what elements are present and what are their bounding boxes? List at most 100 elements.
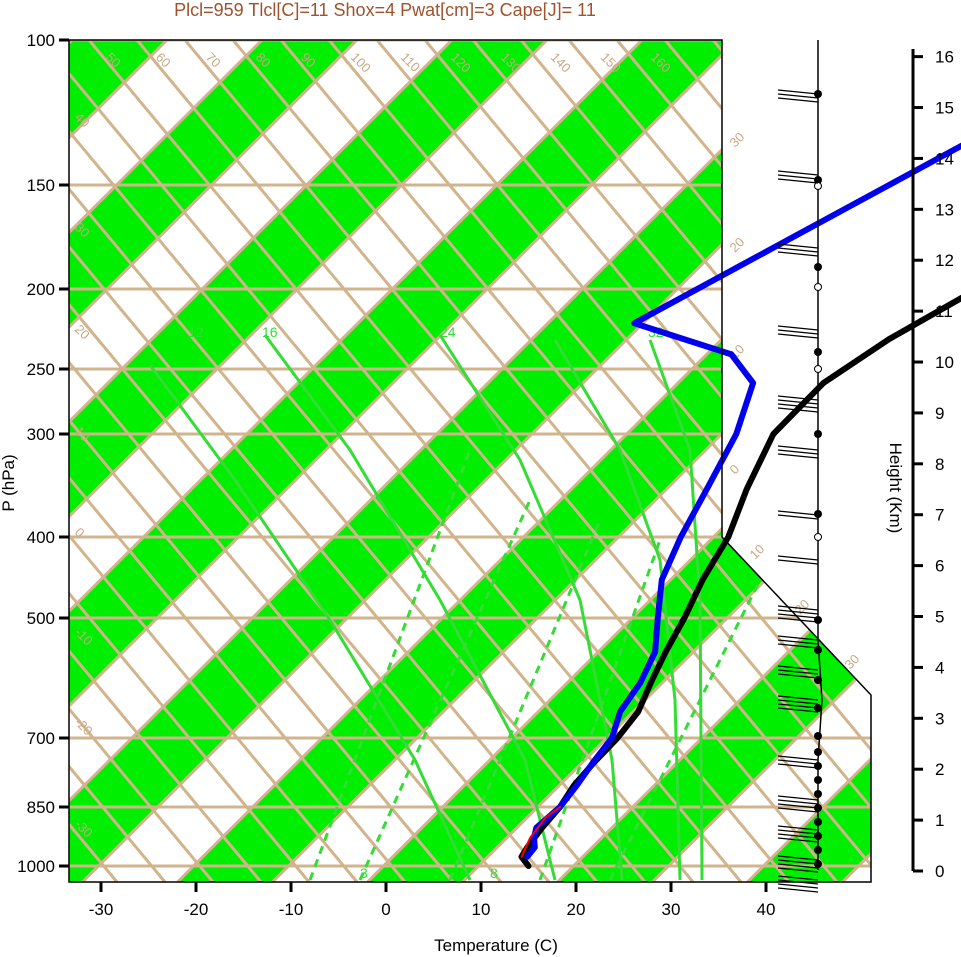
height-tick-label: 10 [935, 353, 954, 372]
wind-barb [777, 837, 819, 843]
wind-barb [777, 453, 819, 459]
height-tick-label: 1 [935, 811, 944, 830]
wind-barb [777, 795, 819, 801]
isotherm-label: 20 [727, 234, 748, 255]
wind-barb [777, 669, 819, 675]
wind-barb [777, 699, 819, 705]
height-tick-label: 13 [935, 200, 954, 219]
height-tick-label: 6 [935, 557, 944, 576]
temperature-band [177, 40, 871, 882]
y-tick-label: 100 [27, 31, 55, 50]
isotherm-line [461, 40, 871, 882]
height-tick-label: 4 [935, 658, 944, 677]
dry-adiabat-line [69, 40, 743, 882]
height-tick-label: 16 [935, 48, 954, 67]
wind-level-dot [814, 776, 822, 784]
dry-adiabat-line [69, 40, 359, 882]
wind-barb [777, 759, 819, 765]
moist-adiabat-line [438, 334, 624, 881]
isotherm-label: 30 [727, 129, 748, 150]
wind-staff-lower [817, 639, 823, 870]
axes: 50 60 70 80 90 100 110 120 130 140 150 160403020100… [17, 31, 961, 919]
isotherm-label: 140 [548, 50, 574, 76]
isotherm-line [271, 40, 871, 882]
wind-barb [777, 695, 819, 701]
wind-barb [777, 514, 819, 520]
wind-barb [777, 510, 819, 516]
x-tick-label: 30 [662, 900, 681, 919]
isotherm-label: 20 [72, 322, 93, 343]
wind-barb [777, 329, 819, 335]
temperature-band [69, 40, 871, 882]
plot-frame [68, 39, 872, 883]
chart-title: Plcl=959 Tlcl[C]=11 Shox=4 Pwat[cm]=3 Ca… [174, 0, 596, 20]
height-tick-label: 2 [935, 760, 944, 779]
dry-adiabat-line [69, 40, 455, 882]
height-tick-label: 9 [935, 404, 944, 423]
dry-adiabat-line [69, 40, 215, 882]
wind-barb [777, 605, 819, 611]
dry-adiabat-line [279, 40, 871, 882]
wind-level-open-dot [814, 182, 822, 190]
wind-barb [777, 399, 819, 405]
wind-barb [777, 825, 819, 831]
wind-level-open-dot [814, 365, 822, 373]
temperature-band [69, 40, 357, 882]
wind-level-dot [814, 263, 822, 271]
wind-barb [777, 863, 819, 869]
height-tick-label: 7 [935, 506, 944, 525]
mixing-ratio-label: 8 [490, 865, 498, 881]
wind-level-open-dot [814, 283, 822, 291]
isotherm-label: 100 [348, 50, 374, 76]
dry-adiabat-line [183, 40, 871, 882]
x-tick-label: 20 [567, 900, 586, 919]
wind-barb [777, 707, 819, 713]
wind-barb [777, 887, 819, 893]
dry-adiabat-line [69, 40, 551, 882]
wind-barb [777, 247, 819, 253]
y-tick-label: 850 [27, 798, 55, 817]
isotherm-line [176, 40, 871, 882]
wind-level-open-dot [814, 533, 822, 541]
x-tick-label: -20 [184, 900, 209, 919]
moist-adiabat-line [553, 339, 682, 881]
wind-barb [777, 93, 819, 99]
wind-barb [777, 635, 819, 641]
height-tick-label: 8 [935, 455, 944, 474]
wind-barb [777, 639, 819, 645]
wind-barb [777, 833, 819, 839]
dry-adiabat-line [567, 40, 871, 882]
dry-adiabat-line [327, 40, 871, 882]
isotherm-line [556, 40, 871, 882]
moist-adiabat-line [263, 334, 557, 881]
wind-barb [777, 174, 819, 180]
mixing-ratio-label: 3 [360, 865, 368, 881]
isotherm-line [69, 40, 739, 882]
wind-level-dot [814, 846, 822, 854]
x-tick-label: -10 [279, 900, 304, 919]
y-tick-label: 300 [27, 425, 55, 444]
wind-barb [777, 703, 819, 709]
wind-barb [777, 643, 819, 649]
height-tick-label: 14 [935, 149, 954, 168]
dry-adiabat-line [135, 40, 839, 882]
wind-level-dot [814, 818, 822, 826]
wind-barb [777, 859, 819, 865]
isotherm-line [69, 40, 549, 882]
wind-barb [777, 803, 819, 809]
mixing-ratio-line [308, 449, 472, 881]
dry-adiabat-line [759, 40, 871, 882]
isotherm-line [69, 40, 264, 882]
wind-barb [777, 170, 819, 176]
dry-adiabat-line [69, 40, 263, 882]
dry-adiabat-line [69, 40, 599, 882]
wind-barb [777, 325, 819, 331]
wind-barb [777, 251, 819, 257]
dry-adiabat-line [69, 40, 311, 882]
wind-barb [777, 243, 819, 249]
isotherm-line [69, 40, 834, 882]
wind-barb [777, 97, 819, 103]
x-tick-label: 40 [757, 900, 776, 919]
height-tick-label: 3 [935, 709, 944, 728]
